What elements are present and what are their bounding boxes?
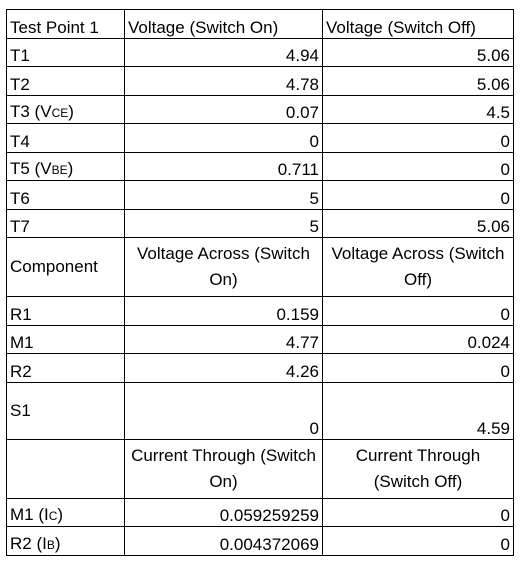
table-row: R2 4.26 0 (6, 353, 514, 383)
table-row: T1 4.94 5.06 (6, 37, 514, 67)
row-label[interactable]: M1 (IC) (6, 497, 125, 527)
voltage-across-off-cell[interactable]: 4.59 (322, 381, 514, 440)
voltage-across-off-cell[interactable]: 0 (322, 353, 514, 383)
voltage-on-cell[interactable]: 5 (124, 208, 323, 238)
row-label[interactable]: R1 (6, 296, 125, 326)
header-current-blank[interactable] (6, 438, 125, 499)
current-off-cell[interactable]: 0 (322, 497, 514, 527)
label-subscript: B (46, 537, 55, 552)
header-component[interactable]: Component (6, 237, 125, 297)
label-subscript: BE (51, 163, 68, 177)
table-row: S1 0 4.59 (6, 381, 514, 440)
row-label[interactable]: T7 (6, 208, 125, 238)
label-text: T3 (V (10, 102, 52, 121)
row-label[interactable]: R2 (6, 353, 125, 383)
row-label[interactable]: T6 (6, 180, 125, 210)
header-current-through-on[interactable]: Current Through (Switch On) (124, 438, 323, 499)
table-row: M1 4.77 0.024 (6, 324, 514, 354)
table-row: T7 5 5.06 (6, 208, 514, 238)
label-subscript: C (48, 509, 58, 523)
label-suffix: ) (68, 102, 74, 121)
row-label[interactable]: T2 (6, 66, 125, 96)
header-current-through-off[interactable]: Current Through (Switch Off) (322, 438, 514, 499)
current-on-cell[interactable]: 0.059259259 (124, 497, 323, 527)
current-off-cell[interactable]: 0 (322, 526, 514, 556)
table-row: T4 0 0 (6, 123, 514, 153)
voltage-off-cell[interactable]: 0 (322, 151, 514, 181)
row-label[interactable]: T1 (6, 37, 125, 67)
table-row: R1 0.159 0 (6, 296, 514, 326)
table-row: R2 (IB) 0.004372069 0 (6, 526, 514, 556)
voltage-on-cell[interactable]: 4.78 (124, 66, 323, 96)
table-row: T3 (VCE) 0.07 4.5 (6, 94, 514, 124)
voltage-off-cell[interactable]: 0 (322, 180, 514, 210)
voltage-on-cell[interactable]: 0 (124, 123, 323, 153)
voltage-across-on-cell[interactable]: 0.159 (124, 296, 323, 326)
row-label[interactable]: S1 (6, 381, 125, 440)
table-header-row: Test Point 1 Voltage (Switch On) Voltage… (6, 9, 514, 39)
header-test-point[interactable]: Test Point 1 (6, 9, 125, 39)
voltage-off-cell[interactable]: 5.06 (322, 208, 514, 238)
voltage-off-cell[interactable]: 5.06 (322, 66, 514, 96)
current-header-row: Current Through (Switch On) Current Thro… (6, 438, 514, 499)
header-voltage-across-on[interactable]: Voltage Across (Switch On) (124, 237, 323, 297)
table-row: T2 4.78 5.06 (6, 66, 514, 96)
row-label[interactable]: T3 (VCE) (6, 94, 125, 124)
label-suffix: ) (57, 505, 64, 524)
row-label[interactable]: R2 (IB) (6, 526, 125, 556)
voltage-on-cell[interactable]: 0.07 (124, 94, 323, 124)
row-label[interactable]: T5 (VBE) (6, 151, 125, 181)
voltage-across-off-cell[interactable]: 0 (322, 296, 514, 326)
label-text: T5 (V (10, 159, 52, 178)
voltage-on-cell[interactable]: 4.94 (124, 37, 323, 67)
voltage-across-on-cell[interactable]: 4.77 (124, 324, 323, 354)
voltage-on-cell[interactable]: 0.711 (124, 151, 323, 181)
table-row: T5 (VBE) 0.711 0 (6, 151, 514, 181)
label-text: R2 (I (10, 533, 47, 553)
voltage-across-on-cell[interactable]: 4.26 (124, 353, 323, 383)
row-label[interactable]: M1 (6, 324, 125, 354)
header-voltage-on[interactable]: Voltage (Switch On) (124, 9, 323, 39)
label-suffix: ) (67, 159, 74, 178)
component-header-row: Component Voltage Across (Switch On) Vol… (6, 237, 514, 297)
voltage-off-cell[interactable]: 0 (322, 123, 514, 153)
row-label[interactable]: T4 (6, 123, 125, 153)
table-row: T6 5 0 (6, 180, 514, 210)
voltage-across-off-cell[interactable]: 0.024 (322, 324, 514, 354)
voltage-on-cell[interactable]: 5 (124, 180, 323, 210)
label-suffix: ) (54, 533, 61, 553)
header-voltage-across-off[interactable]: Voltage Across (Switch Off) (322, 237, 514, 297)
measurement-table: Test Point 1 Voltage (Switch On) Voltage… (6, 9, 514, 556)
label-text: M1 (I (10, 505, 49, 524)
voltage-across-on-cell[interactable]: 0 (124, 381, 323, 440)
voltage-off-cell[interactable]: 4.5 (322, 94, 514, 124)
current-on-cell[interactable]: 0.004372069 (124, 526, 323, 556)
header-voltage-off[interactable]: Voltage (Switch Off) (322, 9, 514, 39)
table-row: M1 (IC) 0.059259259 0 (6, 497, 514, 527)
label-subscript: CE (51, 106, 69, 120)
voltage-off-cell[interactable]: 5.06 (322, 37, 514, 67)
